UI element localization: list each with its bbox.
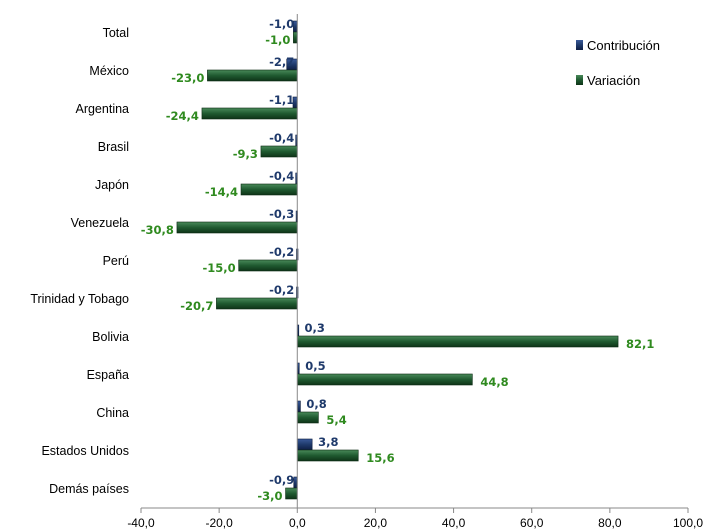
variacion-data-label: -15,0 [203,261,236,275]
category-label: Demás países [49,482,129,496]
variacion-data-label: -9,3 [233,147,258,161]
contribucion-data-label: -0,2 [269,283,294,297]
variacion-data-label: -20,7 [180,299,213,313]
contribucion-data-label: -0,4 [269,169,294,183]
variacion-bar [216,297,298,310]
legend-label: Contribución [587,38,660,53]
contribucion-data-label: -2,7 [269,55,294,69]
bars-layer [176,20,619,500]
contribucion-data-label: 0,5 [305,359,325,373]
x-tick-label: 20,0 [364,516,388,530]
x-tick-label: -40,0 [127,516,155,530]
variacion-data-label: 44,8 [480,375,508,389]
contribucion-data-label: -1,1 [269,93,294,107]
contribucion-data-label: -1,0 [269,17,294,31]
contribucion-data-label: 0,3 [304,321,324,335]
variacion-data-label: -1,0 [265,33,290,47]
legend-label: Variación [587,73,640,88]
category-label: Japón [95,178,129,192]
contribucion-bar [296,438,313,451]
variacion-bar [260,145,298,158]
x-tick-label: 40,0 [442,516,466,530]
variacion-bar [207,69,298,82]
contribucion-data-label: -0,3 [269,207,294,221]
variacion-data-label: 5,4 [326,413,346,427]
variacion-bar [293,31,298,44]
contribucion-data-label: -0,4 [269,131,294,145]
legend: Contribución Variación [576,38,660,88]
x-axis: -40,0 -20,0 0,0 20,0 40,0 60,0 80,0 100,0 [127,14,703,530]
data-labels: -1,0 -1,0 -2,7 -23,0 -1,1 -24,4 -0,4 -9,3 -0,4 -1… [141,17,655,503]
category-label: Argentina [75,102,129,116]
legend-swatch [576,40,583,50]
category-label: México [89,64,129,78]
contribucion-data-label: -0,2 [269,245,294,259]
category-label: China [96,406,129,420]
category-label: España [87,368,129,382]
variacion-bar [240,183,298,196]
variacion-bar [176,221,298,234]
contribucion-data-label: 3,8 [318,435,338,449]
x-tick-label: 100,0 [673,516,703,530]
variacion-data-label: 15,6 [366,451,394,465]
variacion-bar [285,487,298,500]
contribucion-data-label: -0,9 [269,473,294,487]
variacion-data-label: 82,1 [626,337,654,351]
category-labels: Total México Argentina Brasil Japón Venezuela… [30,26,129,496]
variacion-bar [296,373,473,386]
legend-swatch [576,75,583,85]
category-label: Brasil [98,140,129,154]
variacion-bar [296,449,359,462]
x-tick-label: 60,0 [520,516,544,530]
category-label: Total [103,26,129,40]
category-label: Perú [103,254,129,268]
category-label: Estados Unidos [41,444,129,458]
variacion-bar [296,411,319,424]
category-label: Trinidad y Tobago [30,292,129,306]
variacion-bar [238,259,298,272]
x-tick-label: 80,0 [598,516,622,530]
contribucion-data-label: 0,8 [306,397,326,411]
variacion-data-label: -24,4 [166,109,199,123]
x-tick-label: -20,0 [205,516,233,530]
variacion-data-label: -23,0 [171,71,204,85]
variacion-bar [296,335,619,348]
variacion-data-label: -3,0 [257,489,282,503]
variacion-bar [201,107,298,120]
category-label: Bolivia [92,330,129,344]
x-tick-label: 0,0 [289,516,306,530]
category-label: Venezuela [71,216,129,230]
variacion-data-label: -14,4 [205,185,238,199]
variacion-data-label: -30,8 [141,223,174,237]
